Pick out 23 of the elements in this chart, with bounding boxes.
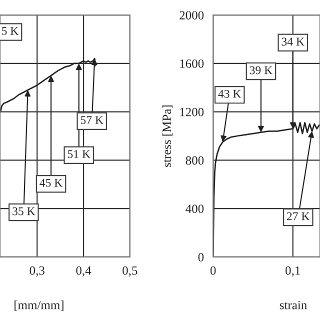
annotation: 51 K bbox=[68, 150, 90, 158]
annotation: 39 K bbox=[250, 66, 272, 74]
y-tick-label: 400 bbox=[186, 204, 204, 214]
y-tick-label: 1200 bbox=[180, 108, 204, 116]
y-tick-label: 1600 bbox=[180, 59, 204, 68]
y-tick-label: 2000 bbox=[180, 11, 204, 20]
annotation: 43 K bbox=[218, 90, 242, 98]
x-tick-label: 0,5 bbox=[122, 266, 138, 277]
y-axis-title: stress [MPa] bbox=[162, 106, 173, 167]
x-axis-title: strain bbox=[280, 300, 307, 310]
annotation: 35 K bbox=[12, 207, 36, 216]
y-tick-label: 0 bbox=[198, 252, 204, 262]
x-tick-label: 0,1 bbox=[286, 266, 300, 277]
x-tick-label: 0,4 bbox=[76, 266, 92, 277]
annotation: 34 K bbox=[282, 38, 304, 46]
annotation: 45 K bbox=[40, 178, 63, 187]
x-axis-title: [mm/mm] bbox=[14, 300, 64, 311]
x-tick-label: 0,3 bbox=[30, 266, 44, 277]
x-tick-label: 0 bbox=[210, 266, 216, 275]
y-tick-label: 800 bbox=[186, 156, 204, 165]
annotation: 5 K bbox=[2, 27, 19, 35]
annotation: 27 K bbox=[287, 212, 310, 220]
annotation: 57 K bbox=[80, 116, 104, 124]
